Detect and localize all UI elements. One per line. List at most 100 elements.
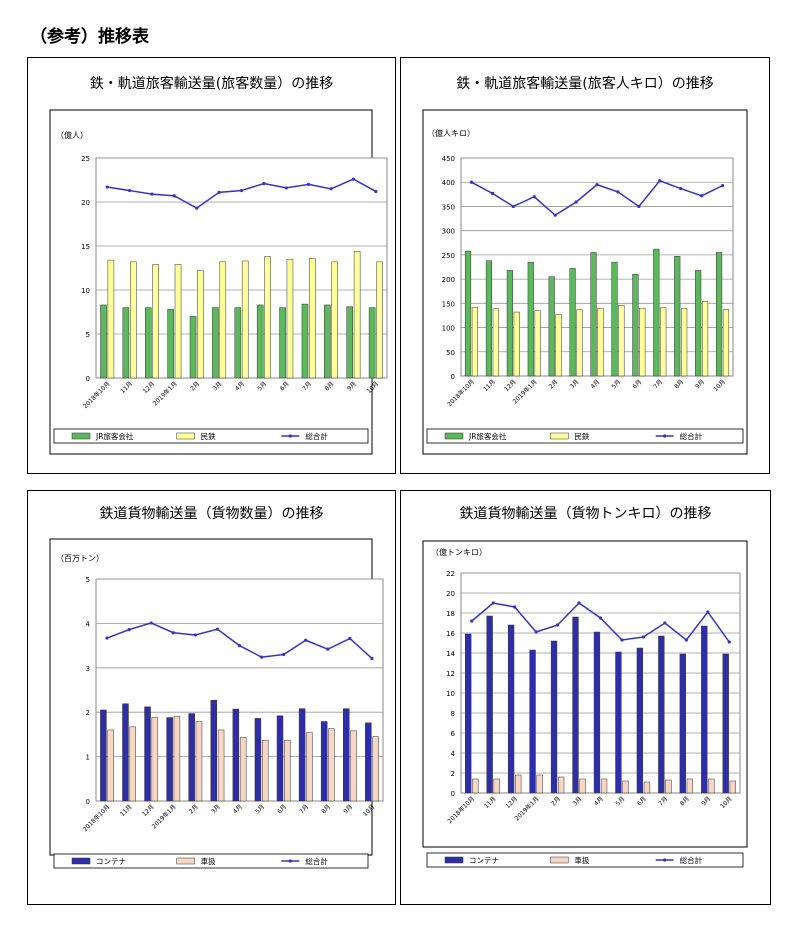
bar-b: [597, 307, 604, 377]
bar-a: [343, 708, 350, 802]
bar-a: [346, 306, 354, 379]
chart-panel-freight-tons: 鉄道貨物輸送量（貨物数量）の推移 （百万トン） 0 1 2 3 4 5 2018年10月 11月…: [27, 490, 396, 905]
total-point: [348, 636, 352, 641]
bar-b: [239, 737, 247, 802]
bar-a: [653, 248, 660, 377]
bar-b: [579, 778, 586, 794]
total-point: [282, 652, 286, 657]
y-tick-label: 8: [451, 710, 455, 718]
total-point: [171, 631, 175, 635]
bar-b: [493, 778, 500, 794]
legend-box: [53, 853, 369, 869]
legend-label: 総合計: [305, 856, 328, 866]
y-tick-label: 14: [446, 650, 455, 658]
plot-area: [460, 157, 734, 377]
bar-b: [376, 261, 383, 379]
legend-swatch: [550, 432, 569, 440]
total-point: [574, 200, 578, 204]
total-point: [641, 635, 646, 639]
bar-a: [122, 703, 129, 802]
legend-label: 総合計: [680, 855, 703, 865]
total-point: [663, 621, 667, 625]
y-tick-label: 2: [86, 709, 90, 717]
bar-b: [152, 264, 159, 379]
legend-swatch-point: [288, 434, 292, 438]
total-point: [149, 621, 153, 625]
chart-title: 鉄道貨物輸送量（貨物トンキロ）の推移: [459, 506, 712, 522]
y-unit-label: （百万トン）: [56, 554, 104, 563]
legend-label: 総合計: [305, 431, 328, 441]
y-tick-label: 0: [86, 798, 90, 806]
bar-b: [722, 309, 730, 377]
bar-a: [365, 722, 372, 802]
bar-a: [658, 635, 665, 794]
bar-a: [100, 709, 107, 802]
legend-box: [426, 852, 744, 868]
total-point: [374, 189, 378, 194]
y-tick-label: 350: [442, 203, 455, 211]
bar-a: [301, 303, 309, 379]
total-point: [700, 194, 704, 198]
total-point: [491, 601, 495, 605]
page-title: （参考）推移表: [30, 27, 149, 47]
legend-swatch: [71, 857, 91, 865]
legend-label: 総合計: [680, 431, 703, 441]
bar-b: [174, 264, 182, 379]
y-tick-label: 22: [446, 570, 455, 578]
bar-a: [722, 653, 729, 794]
y-tick-label: 4: [451, 750, 456, 758]
legend-box: [426, 428, 744, 444]
total-point: [555, 623, 560, 627]
bar-b: [173, 715, 181, 802]
bar-a: [254, 718, 262, 802]
total-point: [105, 636, 109, 640]
legend-label: 車扱: [201, 856, 216, 866]
bar-a: [122, 307, 130, 379]
y-tick-label: 100: [442, 325, 455, 333]
y-tick-label: 10: [446, 690, 455, 698]
x-tick-label: 4月: [590, 378, 602, 390]
bar-a: [485, 260, 493, 377]
bar-a: [298, 708, 306, 802]
bar-b: [353, 251, 361, 379]
y-tick-label: 400: [442, 179, 455, 187]
chart-title: 鉄道貨物輸送量（貨物数量）の推移: [99, 506, 324, 522]
total-point: [262, 181, 266, 186]
total-point: [237, 644, 242, 648]
bar-b: [515, 774, 522, 794]
x-tick-label: 5月: [254, 803, 266, 815]
y-unit-label: （億人）: [56, 130, 88, 140]
bar-b: [309, 258, 316, 379]
y-tick-label: 25: [81, 155, 90, 163]
bar-a: [188, 713, 195, 802]
x-tick-label: 2月: [550, 795, 562, 807]
bar-b: [557, 776, 565, 794]
chart-panel-passengers: 鉄・軌道旅客輸送量(旅客数量）の推移 （億人） 0 5 10 15 20 25 2018年10…: [27, 57, 396, 474]
bar-a: [166, 717, 173, 802]
total-point: [620, 638, 624, 642]
bar-b: [306, 732, 313, 802]
bar-a: [636, 647, 644, 794]
x-tick-label: 3月: [212, 380, 224, 392]
y-tick-label: 250: [442, 252, 455, 260]
bar-a: [212, 307, 219, 379]
y-tick-label: 4: [86, 620, 91, 628]
bar-a: [632, 274, 639, 377]
total-point: [326, 647, 330, 651]
bar-b: [639, 307, 646, 377]
total-point: [490, 191, 494, 195]
total-point: [127, 628, 131, 632]
x-tick-label: 9月: [694, 378, 706, 390]
bar-a: [506, 270, 513, 377]
x-tick-label: 3月: [572, 795, 584, 807]
bar-b: [129, 726, 136, 802]
x-tick-label: 4月: [593, 795, 605, 807]
x-tick-label: 7月: [301, 380, 313, 392]
total-point: [259, 655, 264, 659]
legend-swatch: [71, 432, 91, 440]
x-tick-label: 5月: [614, 795, 626, 807]
bar-b: [107, 259, 115, 379]
bar-b: [555, 314, 562, 377]
y-unit-label: （億人キロ）: [427, 128, 475, 138]
plot-area: [460, 572, 741, 794]
